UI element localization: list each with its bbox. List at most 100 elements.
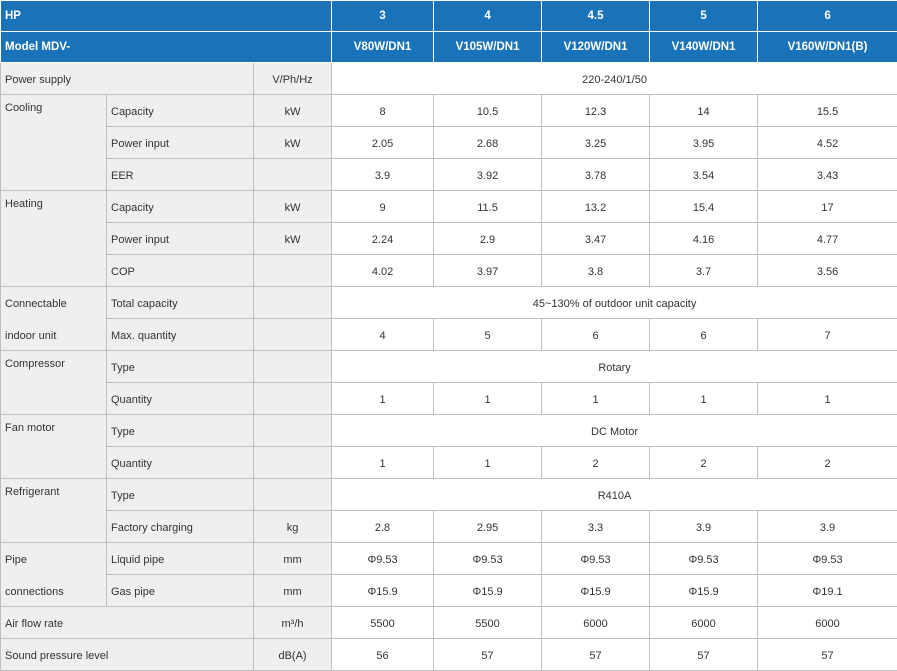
table-row: Power input kW 2.05 2.68 3.25 3.95 4.52 [1, 127, 897, 159]
table-row: indoor unit Max. quantity 4 5 6 6 7 [1, 319, 897, 351]
cell-value: 3.92 [434, 159, 542, 191]
hp-value: 3 [332, 1, 434, 32]
table-row: Heating Capacity kW 9 11.5 13.2 15.4 17 [1, 191, 897, 223]
unit-label [254, 415, 332, 447]
cell-value: 57 [650, 639, 758, 671]
model-name: V140W/DN1 [650, 32, 758, 63]
cell-value: 2.9 [434, 223, 542, 255]
row-label: Power supply [1, 63, 254, 95]
unit-label [254, 287, 332, 319]
cell-value: 3.25 [542, 127, 650, 159]
cell-value: 2.24 [332, 223, 434, 255]
cell-value: 2.8 [332, 511, 434, 543]
cell-value: 7 [758, 319, 897, 351]
group-label: Cooling [1, 95, 107, 191]
cell-value: Φ9.53 [434, 543, 542, 575]
cell-value: 3.56 [758, 255, 897, 287]
table-row: Compressor Type Rotary [1, 351, 897, 383]
cell-value: 220-240/1/50 [332, 63, 897, 95]
cell-value: 4.52 [758, 127, 897, 159]
group-label-line: Connectable [1, 287, 107, 319]
cell-value: 6 [542, 319, 650, 351]
cell-value: 3.7 [650, 255, 758, 287]
cell-value: 6 [650, 319, 758, 351]
cell-value: 4.16 [650, 223, 758, 255]
cell-value: 1 [434, 447, 542, 479]
model-name: V120W/DN1 [542, 32, 650, 63]
row-label: Capacity [107, 95, 254, 127]
cell-value: 3.43 [758, 159, 897, 191]
group-label-line: indoor unit [1, 319, 107, 351]
cell-value: Rotary [332, 351, 897, 383]
cell-value: 2 [758, 447, 897, 479]
cell-value: 8 [332, 95, 434, 127]
group-label-line: connections [1, 575, 107, 607]
row-label: EER [107, 159, 254, 191]
unit-label: m³/h [254, 607, 332, 639]
cell-value: 3.9 [332, 159, 434, 191]
group-label: Compressor [1, 351, 107, 415]
group-label: Refrigerant [1, 479, 107, 543]
cell-value: 11.5 [434, 191, 542, 223]
cell-value: 45~130% of outdoor unit capacity [332, 287, 897, 319]
cell-value: 3.8 [542, 255, 650, 287]
table-row: Factory charging kg 2.8 2.95 3.3 3.9 3.9 [1, 511, 897, 543]
model-name: V105W/DN1 [434, 32, 542, 63]
cell-value: 3.95 [650, 127, 758, 159]
table-row: Power input kW 2.24 2.9 3.47 4.16 4.77 [1, 223, 897, 255]
unit-label: kW [254, 191, 332, 223]
cell-value: 2.95 [434, 511, 542, 543]
row-label: Factory charging [107, 511, 254, 543]
cell-value: 10.5 [434, 95, 542, 127]
cell-value: DC Motor [332, 415, 897, 447]
cell-value: 12.3 [542, 95, 650, 127]
table-row: Quantity 1 1 2 2 2 [1, 447, 897, 479]
table-row: Fan motor Type DC Motor [1, 415, 897, 447]
cell-value: 1 [650, 383, 758, 415]
cell-value: 2 [650, 447, 758, 479]
table-row: EER 3.9 3.92 3.78 3.54 3.43 [1, 159, 897, 191]
row-label: Liquid pipe [107, 543, 254, 575]
table-row: Refrigerant Type R410A [1, 479, 897, 511]
row-label: Type [107, 479, 254, 511]
cell-value: 14 [650, 95, 758, 127]
cell-value: 3.3 [542, 511, 650, 543]
cell-value: 9 [332, 191, 434, 223]
model-header-row: Model MDV- V80W/DN1 V105W/DN1 V120W/DN1 … [1, 32, 897, 63]
row-label: Capacity [107, 191, 254, 223]
cell-value: 5 [434, 319, 542, 351]
row-label: Gas pipe [107, 575, 254, 607]
cell-value: 1 [332, 383, 434, 415]
hp-header-row: HP 3 4 4.5 5 6 [1, 1, 897, 32]
table-row: Power supply V/Ph/Hz 220-240/1/50 [1, 63, 897, 95]
cell-value: 3.47 [542, 223, 650, 255]
cell-value: 17 [758, 191, 897, 223]
unit-label [254, 383, 332, 415]
cell-value: Φ19.1 [758, 575, 897, 607]
cell-value: 15.4 [650, 191, 758, 223]
hp-value: 4.5 [542, 1, 650, 32]
hp-label: HP [1, 1, 332, 32]
unit-label: kW [254, 127, 332, 159]
cell-value: 6000 [542, 607, 650, 639]
unit-label: V/Ph/Hz [254, 63, 332, 95]
unit-label: mm [254, 543, 332, 575]
row-label: Total capacity [107, 287, 254, 319]
cell-value: Φ15.9 [434, 575, 542, 607]
row-label: Type [107, 351, 254, 383]
table-row: COP 4.02 3.97 3.8 3.7 3.56 [1, 255, 897, 287]
table-row: Cooling Capacity kW 8 10.5 12.3 14 15.5 [1, 95, 897, 127]
unit-label [254, 255, 332, 287]
cell-value: 56 [332, 639, 434, 671]
unit-label: kg [254, 511, 332, 543]
cell-value: 6000 [650, 607, 758, 639]
row-label: Air flow rate [1, 607, 254, 639]
row-label: Quantity [107, 447, 254, 479]
cell-value: Φ9.53 [332, 543, 434, 575]
cell-value: Φ15.9 [650, 575, 758, 607]
table-row: connections Gas pipe mm Φ15.9 Φ15.9 Φ15.… [1, 575, 897, 607]
cell-value: 2.05 [332, 127, 434, 159]
row-label: Quantity [107, 383, 254, 415]
cell-value: 2.68 [434, 127, 542, 159]
row-label: Type [107, 415, 254, 447]
